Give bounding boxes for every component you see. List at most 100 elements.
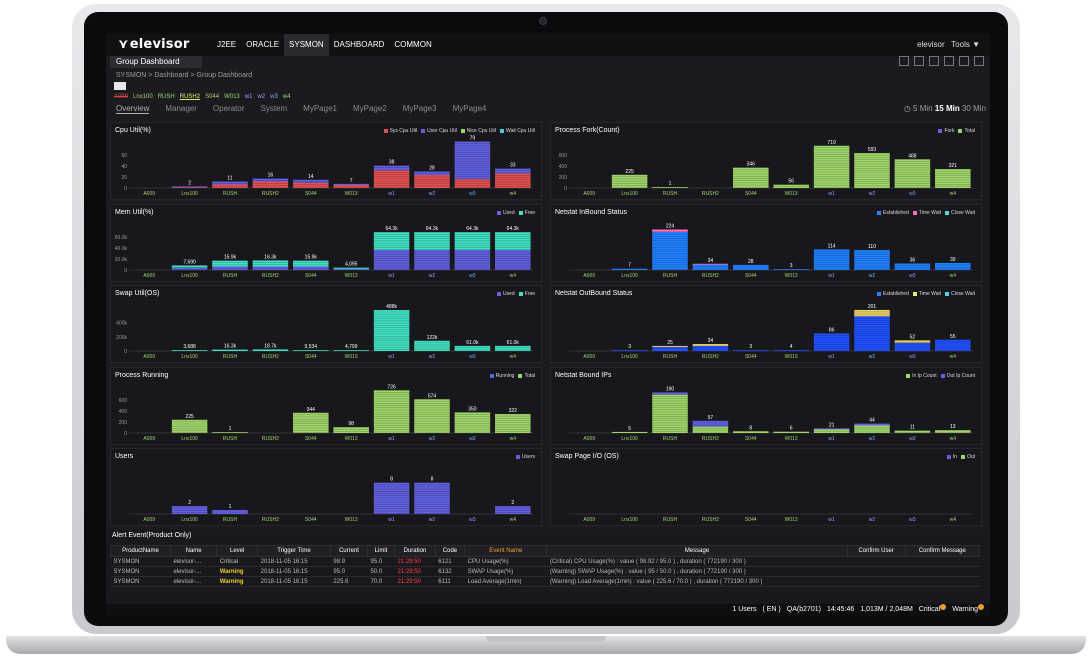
- tab-overview[interactable]: Overview: [116, 104, 150, 114]
- bar-w1[interactable]: [373, 165, 410, 171]
- bar-w1[interactable]: [373, 231, 410, 250]
- bar-w4[interactable]: [495, 168, 531, 174]
- status-warning[interactable]: Warning: [952, 604, 984, 616]
- legend-item[interactable]: In Ip Count: [906, 373, 937, 379]
- legend-item[interactable]: Total: [518, 373, 535, 379]
- legend-item[interactable]: Used: [497, 210, 515, 216]
- bar-S044[interactable]: [293, 265, 329, 270]
- bar-RUSH[interactable]: [212, 265, 248, 270]
- tools-menu[interactable]: Tools ▼: [951, 40, 980, 49]
- bar-w2[interactable]: [854, 153, 890, 188]
- bar-W013[interactable]: [333, 267, 369, 269]
- bar-S044[interactable]: [293, 260, 329, 266]
- agent-w4[interactable]: w4: [282, 94, 291, 100]
- bar-Lnx100[interactable]: [611, 268, 648, 270]
- agent-w013[interactable]: W013: [224, 94, 240, 100]
- bar-W013[interactable]: [333, 268, 369, 270]
- bar-RUSH[interactable]: [652, 394, 688, 433]
- agent-w2[interactable]: w2: [257, 94, 266, 100]
- bar-S044[interactable]: [733, 167, 769, 188]
- bar-Lnx100[interactable]: [171, 350, 208, 351]
- bar-RUSH2[interactable]: [252, 181, 289, 188]
- legend-item[interactable]: Total: [958, 128, 975, 134]
- bar-RUSH[interactable]: [652, 229, 688, 232]
- bar-w4[interactable]: [495, 231, 531, 250]
- sound-icon[interactable]: [899, 56, 909, 66]
- bar-RUSH[interactable]: [212, 431, 248, 433]
- bar-Lnx100[interactable]: [611, 174, 648, 188]
- bar-w1[interactable]: [813, 145, 850, 188]
- bar-w3[interactable]: [894, 430, 931, 433]
- bar-w1[interactable]: [373, 389, 410, 433]
- bar-RUSH2[interactable]: [252, 259, 289, 266]
- column-header[interactable]: Duration: [394, 545, 436, 557]
- agent-w1[interactable]: w1: [244, 94, 253, 100]
- bar-w4[interactable]: [935, 169, 971, 188]
- column-header[interactable]: Confirm Message: [904, 545, 981, 557]
- tab-mypage4[interactable]: MyPage4: [452, 104, 487, 113]
- bar-RUSH2[interactable]: [692, 264, 729, 270]
- bar-w3[interactable]: [894, 262, 931, 270]
- column-header[interactable]: Message: [546, 545, 848, 557]
- bar-S044[interactable]: [293, 182, 329, 188]
- bar-W013[interactable]: [333, 183, 369, 186]
- bar-w1[interactable]: [813, 428, 850, 433]
- time-30min[interactable]: 30 Min: [961, 104, 986, 113]
- bar-w3[interactable]: [454, 179, 491, 188]
- time-5min[interactable]: 5 Min: [913, 104, 933, 113]
- agent-s044[interactable]: S044: [205, 94, 220, 100]
- bar-S044[interactable]: [293, 350, 329, 351]
- bar-w3[interactable]: [894, 342, 931, 351]
- help-icon[interactable]: [914, 56, 924, 66]
- legend-item[interactable]: Time Wait: [912, 291, 941, 297]
- agent-w3[interactable]: w3: [270, 94, 278, 100]
- bar-w1[interactable]: [813, 248, 850, 270]
- bar-Lnx100[interactable]: [611, 350, 648, 351]
- menu-item-sysmon[interactable]: SYSMON: [284, 34, 329, 56]
- legend-item[interactable]: Close Wait: [945, 291, 975, 297]
- legend-item[interactable]: Free: [518, 291, 535, 297]
- bar-RUSH[interactable]: [212, 349, 248, 351]
- bar-W013[interactable]: [333, 185, 369, 188]
- bar-RUSH2[interactable]: [692, 345, 729, 351]
- bar-w4[interactable]: [935, 262, 971, 270]
- bar-w3[interactable]: [454, 141, 491, 180]
- legend-item[interactable]: Running: [489, 373, 514, 379]
- legend-item[interactable]: Sys Cpu Util: [383, 128, 417, 134]
- bar-w3[interactable]: [894, 159, 931, 188]
- bar-w1[interactable]: [373, 310, 410, 351]
- tab-system[interactable]: System: [260, 104, 288, 113]
- bar-RUSH[interactable]: [212, 510, 248, 514]
- bar-W013[interactable]: [333, 350, 369, 351]
- logo[interactable]: ⋎elevisor: [118, 37, 190, 52]
- bar-RUSH[interactable]: [212, 181, 248, 185]
- bar-w1[interactable]: [373, 482, 410, 514]
- bar-w4[interactable]: [495, 413, 531, 433]
- bar-w4[interactable]: [935, 429, 971, 433]
- bar-w2[interactable]: [854, 316, 890, 351]
- flag-icon[interactable]: [114, 82, 126, 90]
- bar-W013[interactable]: [773, 268, 809, 270]
- menu-item-j2ee[interactable]: J2EE: [217, 40, 237, 49]
- bar-S044[interactable]: [733, 430, 769, 433]
- bar-RUSH2[interactable]: [252, 265, 289, 270]
- bar-Lnx100[interactable]: [171, 187, 208, 188]
- legend-item[interactable]: Used: [497, 291, 515, 297]
- legend-item[interactable]: Fork: [938, 128, 954, 134]
- legend-item[interactable]: User Cpu Util: [421, 128, 457, 134]
- legend-item[interactable]: Wait Cpu Util: [500, 128, 535, 134]
- bar-W013[interactable]: [333, 426, 369, 433]
- status-critical[interactable]: Critical: [919, 604, 947, 616]
- legend-item[interactable]: Time Wait: [912, 210, 941, 216]
- bar-Lnx100[interactable]: [171, 186, 208, 188]
- bar-w3[interactable]: [454, 249, 491, 270]
- bar-W013[interactable]: [773, 350, 809, 351]
- tab-operator[interactable]: Operator: [212, 104, 245, 113]
- bar-RUSH[interactable]: [652, 346, 688, 351]
- bar-w2[interactable]: [414, 175, 450, 188]
- bar-w4[interactable]: [495, 249, 531, 270]
- bar-RUSH[interactable]: [652, 345, 688, 347]
- bar-RUSH2[interactable]: [692, 263, 729, 265]
- monitor-icon[interactable]: [959, 56, 969, 66]
- agent-rush2[interactable]: RUSH2: [179, 94, 201, 100]
